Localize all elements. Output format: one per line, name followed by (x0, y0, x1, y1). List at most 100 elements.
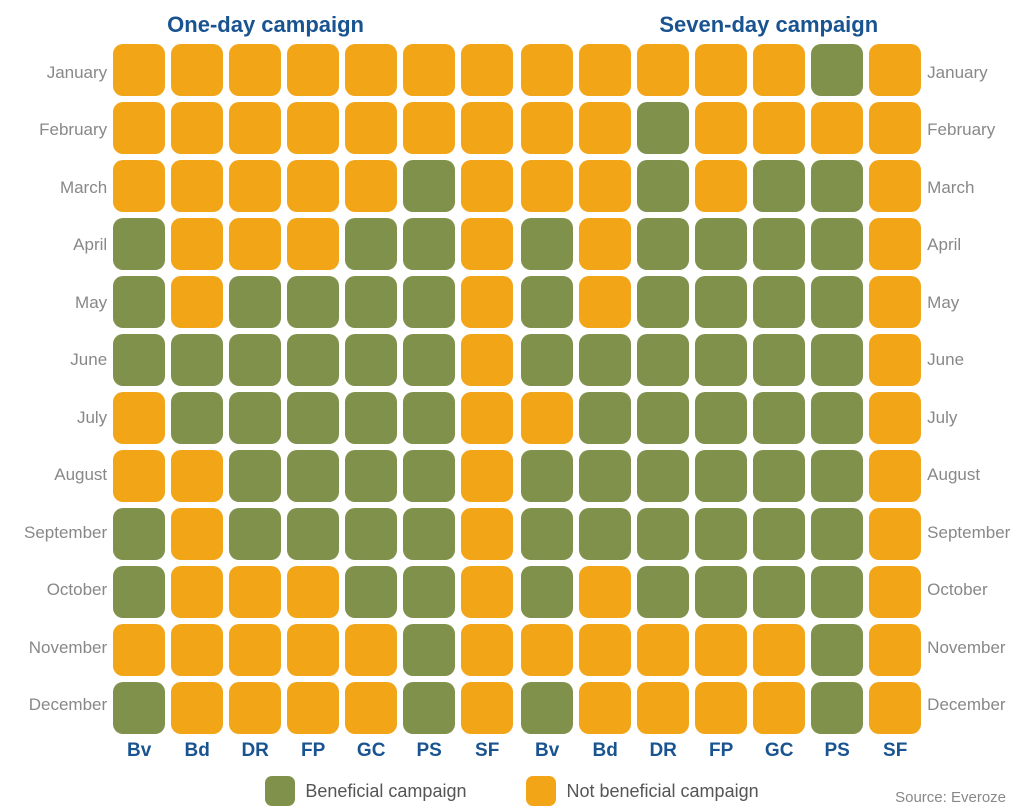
cell (637, 218, 689, 270)
month-label: October (24, 564, 107, 616)
cell (461, 160, 513, 212)
month-label: March (24, 162, 107, 214)
cell (287, 508, 339, 560)
heatmap-cells (521, 44, 921, 734)
col-label: Bv (113, 740, 165, 762)
cell (521, 218, 573, 270)
cell (113, 276, 165, 328)
cell (287, 102, 339, 154)
month-label: January (24, 47, 107, 99)
cell (521, 102, 573, 154)
cell (171, 218, 223, 270)
cell (637, 566, 689, 618)
col-label: SF (869, 740, 921, 762)
panel-0: One-day campaignJanuaryFebruaryMarchApri… (18, 12, 513, 762)
cell (695, 218, 747, 270)
cell (229, 566, 281, 618)
cell (171, 44, 223, 96)
cell (869, 218, 921, 270)
cell (461, 334, 513, 386)
grid-area: JanuaryFebruaryMarchAprilMayJuneJulyAugu… (18, 44, 513, 734)
month-label: September (927, 507, 1010, 559)
cell (345, 508, 397, 560)
cell (695, 450, 747, 502)
col-label: PS (811, 740, 863, 762)
cell (579, 102, 631, 154)
col-label: DR (637, 740, 689, 762)
cell (869, 44, 921, 96)
cell (753, 392, 805, 444)
cell (579, 334, 631, 386)
cell (521, 566, 573, 618)
cell (461, 276, 513, 328)
cell (345, 450, 397, 502)
cell (521, 508, 573, 560)
cell (811, 450, 863, 502)
cell (229, 218, 281, 270)
month-col: JanuaryFebruaryMarchAprilMayJuneJulyAugu… (18, 44, 113, 734)
cell (229, 160, 281, 212)
col-labels-row: BvBdDRFPGCPSSFSeptember (521, 734, 1016, 762)
cell (579, 392, 631, 444)
cell (461, 450, 513, 502)
cell (869, 392, 921, 444)
cell (403, 218, 455, 270)
cell (403, 450, 455, 502)
cell (461, 566, 513, 618)
cell (287, 334, 339, 386)
cell (521, 624, 573, 676)
cell (461, 508, 513, 560)
month-label: November (927, 622, 1010, 674)
cell (171, 682, 223, 734)
cell (287, 682, 339, 734)
cell (579, 44, 631, 96)
col-label: Bd (579, 740, 631, 762)
cell (229, 334, 281, 386)
col-label: PS (403, 740, 455, 762)
cell (811, 682, 863, 734)
cell (753, 160, 805, 212)
month-label: December (927, 679, 1010, 731)
cell (171, 334, 223, 386)
cell (637, 624, 689, 676)
swatch-beneficial (265, 776, 295, 806)
cell (869, 334, 921, 386)
cell (869, 102, 921, 154)
cell (345, 334, 397, 386)
cell (171, 624, 223, 676)
cell (229, 44, 281, 96)
chart-wrap: One-day campaignJanuaryFebruaryMarchApri… (18, 12, 1006, 755)
col-label: GC (753, 740, 805, 762)
cell (229, 276, 281, 328)
cell (637, 450, 689, 502)
col-labels: BvBdDRFPGCPSSF (521, 740, 921, 762)
cell (403, 682, 455, 734)
cell (521, 276, 573, 328)
cell (403, 334, 455, 386)
cell (287, 276, 339, 328)
cell (695, 392, 747, 444)
cell (287, 566, 339, 618)
cell (113, 334, 165, 386)
cell (345, 102, 397, 154)
cell (579, 160, 631, 212)
cell (811, 624, 863, 676)
cell (521, 160, 573, 212)
cell (345, 160, 397, 212)
cell (811, 160, 863, 212)
cell (869, 624, 921, 676)
cell (345, 682, 397, 734)
swatch-not-beneficial (526, 776, 556, 806)
cell (695, 682, 747, 734)
cell (229, 450, 281, 502)
cell (171, 276, 223, 328)
cell (461, 218, 513, 270)
cell (403, 160, 455, 212)
month-label: August (927, 449, 1010, 501)
cell (579, 218, 631, 270)
cell (869, 566, 921, 618)
cell (345, 624, 397, 676)
cell (695, 508, 747, 560)
col-label: Bv (521, 740, 573, 762)
cell (113, 102, 165, 154)
